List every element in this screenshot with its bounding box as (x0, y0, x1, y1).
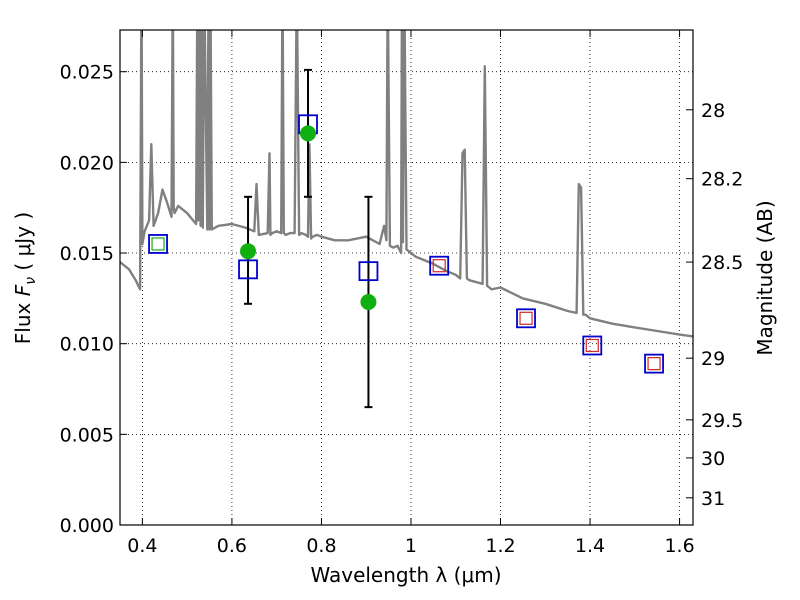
observed-point (360, 293, 377, 310)
x-tick-label: 0.4 (127, 535, 157, 557)
y2-tick-label: 29.5 (701, 410, 743, 432)
sed-model-line (120, 30, 693, 338)
model-point (644, 353, 664, 374)
model-point (516, 308, 536, 329)
plot-frame (119, 29, 694, 526)
model-point-inner (585, 338, 599, 353)
y2-tick-label: 30 (701, 448, 725, 470)
model-point (238, 259, 258, 280)
x-axis-ticks: 0.4 0.6 0.8 1 1.2 1.4 1.6 (127, 30, 695, 557)
y-tick-label: 0.010 (60, 334, 114, 356)
y2-axis-label: Magnitude (AB) (753, 200, 777, 355)
gridlines (120, 30, 693, 525)
observed-point (300, 125, 317, 142)
y-tick-label: 0.025 (60, 62, 114, 84)
model-point (582, 335, 603, 356)
model-point-inner (151, 237, 165, 251)
x-tick-label: 1.4 (575, 535, 605, 557)
y2-tick-label: 28 (701, 100, 725, 122)
x-axis-label: Wavelength λ (μm) (310, 563, 501, 587)
y-axis-ticks: 0.000 0.005 0.010 0.015 0.020 0.025 (60, 62, 127, 537)
observed-point (240, 243, 257, 260)
model-point (358, 261, 379, 282)
x-tick-label: 1.6 (664, 535, 694, 557)
y2-tick-label: 28.2 (701, 169, 743, 191)
model-point (148, 234, 168, 254)
y2-tick-label: 29 (701, 348, 725, 370)
y2-tick-label: 31 (701, 488, 725, 510)
x-tick-label: 0.6 (217, 535, 247, 557)
y-tick-label: 0.005 (60, 424, 114, 446)
x-tick-label: 1.2 (485, 535, 515, 557)
model-point-inner (432, 259, 446, 273)
y2-tick-label: 28.5 (701, 252, 743, 274)
model-point (429, 255, 450, 276)
sed-model-layer (120, 30, 693, 338)
y-tick-label: 0.015 (60, 243, 114, 265)
model-point-inner (647, 357, 661, 371)
y-tick-label: 0.000 (60, 515, 114, 537)
y2-axis-ticks: 28 28.2 28.5 29 29.5 30 31 (686, 100, 743, 510)
x-tick-label: 0.8 (306, 535, 336, 557)
model-point-inner (519, 311, 533, 325)
y-axis-label: Flux Fν ( μJy ) (11, 212, 39, 344)
x-tick-label: 1 (405, 535, 417, 557)
y-tick-label: 0.020 (60, 152, 114, 174)
data-points-layer (148, 114, 664, 374)
